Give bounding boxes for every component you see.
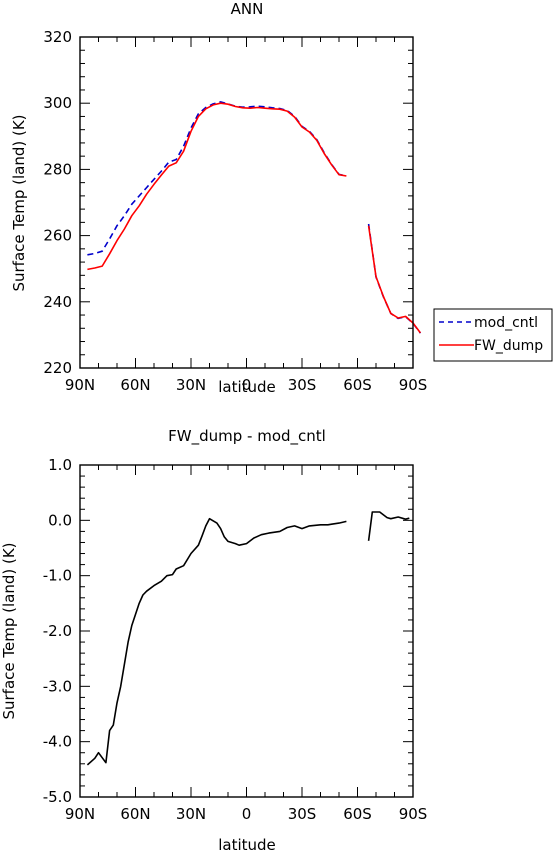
top-y-tick-label: 300 (43, 94, 72, 112)
top-y-tick-label: 320 (43, 28, 72, 46)
top-series-mod-cntl-line (87, 101, 347, 256)
bottom-x-tick-label: 30N (176, 805, 206, 823)
bottom-panel-lines (86, 511, 410, 766)
bottom-y-axis-label: Surface Temp (land) (K) (0, 542, 18, 719)
top-x-tick-label: 90N (65, 376, 95, 394)
bottom-y-tick-label: 1.0 (48, 456, 72, 474)
top-x-axis-label: latitude (218, 378, 276, 396)
legend-label-mod-cntl: mod_cntl (474, 315, 538, 331)
bottom-x-tick-label: 60N (120, 805, 150, 823)
bottom-y-tick-label: -4.0 (43, 733, 72, 751)
legend: mod_cntl FW_dump (433, 308, 553, 362)
bottom-x-tick-label: 0 (242, 805, 252, 823)
top-panel-ticks: 90N 60N 30N 0 30S 60S 90S 220 240 260 280 300 320 (43, 28, 427, 394)
top-x-tick-label: 60N (120, 376, 150, 394)
top-plot-frame (79, 36, 414, 369)
top-x-tick-label: 30S (288, 376, 317, 394)
bottom-y-tick-label: 0.0 (48, 511, 72, 529)
top-panel-lines (87, 101, 422, 334)
top-series-fw-dump-line (367, 225, 422, 334)
bottom-y-tick-label: -1.0 (43, 567, 72, 585)
bottom-series-difference-line (367, 511, 410, 541)
bottom-series-difference-line (86, 517, 347, 766)
chart-title: ANN (231, 0, 264, 18)
top-panel: ANN 90N 60N 30N 0 30S 60S 90S 220 240 260 280 300 32… (10, 0, 553, 396)
bottom-x-axis-label: latitude (218, 836, 276, 851)
top-y-tick-label: 220 (43, 359, 72, 377)
top-y-tick-label: 280 (43, 160, 72, 178)
bottom-panel: FW_dump - mod_cntl 90N 60N 30N 0 30S 60S 90S 1.… (0, 427, 427, 851)
bottom-x-tick-label: 60S (343, 805, 372, 823)
bottom-y-tick-label: -5.0 (43, 788, 72, 806)
top-y-tick-label: 260 (43, 227, 72, 245)
legend-box (433, 308, 553, 362)
bottom-plot-frame (79, 464, 414, 798)
bottom-x-tick-label: 30S (288, 805, 317, 823)
top-series-fw-dump-line (87, 102, 347, 271)
bottom-panel-ticks: 90N 60N 30N 0 30S 60S 90S 1.0 0.0 -1.0 -2.0 -3.0 -4.… (43, 456, 428, 823)
top-x-tick-label: 30N (176, 376, 206, 394)
top-y-axis-label: Surface Temp (land) (K) (10, 114, 28, 291)
legend-label-fw-dump: FW_dump (474, 338, 543, 354)
top-x-tick-label: 60S (343, 376, 372, 394)
chart-title-difference: FW_dump - mod_cntl (168, 427, 326, 446)
top-x-tick-label: 0 (242, 376, 252, 394)
bottom-y-tick-label: -2.0 (43, 622, 72, 640)
bottom-x-tick-label: 90N (65, 805, 95, 823)
top-y-tick-label: 240 (43, 293, 72, 311)
bottom-x-tick-label: 90S (399, 805, 428, 823)
bottom-y-tick-label: -3.0 (43, 677, 72, 695)
top-x-tick-label: 90S (399, 376, 428, 394)
